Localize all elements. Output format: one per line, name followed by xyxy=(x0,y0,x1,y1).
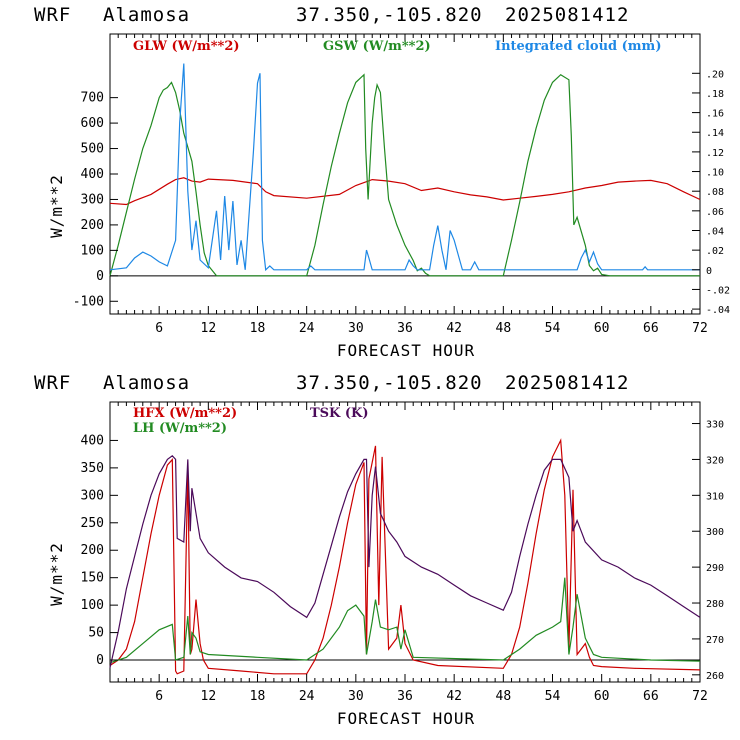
c1-y2tick-label: -.02 xyxy=(706,285,730,296)
c1-y2tick-label: .06 xyxy=(706,207,724,218)
c2-ytick-label: 300 xyxy=(81,488,104,503)
c1-y2tick-label: .02 xyxy=(706,246,724,257)
c1-y2tick-label: .10 xyxy=(706,168,724,179)
chart1-plot-frame xyxy=(109,33,701,315)
c1-ytick-label: 400 xyxy=(81,167,104,182)
c2-y2tick-label: 330 xyxy=(706,420,724,431)
chart2-title: WRF Alamosa 37.350,-105.820 2025081412 xyxy=(0,368,740,398)
c1-ytick-label: 600 xyxy=(81,116,104,131)
chart1-model: WRF xyxy=(34,4,72,26)
c2-ytick-label: 250 xyxy=(81,516,104,531)
chart1-xlabel: FORECAST HOUR xyxy=(337,341,475,360)
c2-series-1-line xyxy=(109,577,701,664)
c2-xtick-label: 24 xyxy=(299,689,315,704)
c1-xtick-label: 36 xyxy=(397,321,413,336)
c1-y2tick-label: .14 xyxy=(706,128,724,139)
chart1-title: WRF Alamosa 37.350,-105.820 2025081412 xyxy=(0,0,740,30)
c2-y2tick-label: 320 xyxy=(706,455,724,466)
c1-xtick-label: 42 xyxy=(446,321,462,336)
c1-y2tick-label: .04 xyxy=(706,226,724,237)
c2-xtick-label: 54 xyxy=(545,689,561,704)
chart1-ylabel: W/m**2 xyxy=(47,174,66,238)
chart1-run: 2025081412 xyxy=(505,4,630,26)
c1-series-1-line xyxy=(109,73,700,277)
chart2-site: Alamosa xyxy=(103,372,191,394)
c1-xtick-label: 12 xyxy=(201,321,217,336)
c1-xtick-label: 6 xyxy=(155,321,163,336)
c2-y2tick-label: 270 xyxy=(706,635,724,646)
c2-xtick-label: 12 xyxy=(201,689,217,704)
c1-ytick-label: 100 xyxy=(81,243,104,258)
chart2-model: WRF xyxy=(34,372,72,394)
c1-y2tick-label: 0 xyxy=(706,266,712,277)
c2-y2tick-label: 260 xyxy=(706,671,724,682)
c2-ytick-label: 350 xyxy=(81,461,104,476)
c1-xtick-label: 48 xyxy=(496,321,512,336)
c2-ytick-label: 200 xyxy=(81,543,104,558)
c2-ytick-label: 150 xyxy=(81,571,104,586)
chart1-legend-glw: GLW (W/m**2) xyxy=(133,39,240,54)
chart2-xlabel: FORECAST HOUR xyxy=(337,709,475,728)
c1-xtick-label: 18 xyxy=(250,321,266,336)
chart1-coords: 37.350,-105.820 xyxy=(296,4,483,26)
c1-xtick-label: 60 xyxy=(594,321,610,336)
c1-series-2-line xyxy=(109,63,700,272)
c1-ytick-label: 500 xyxy=(81,142,104,157)
c2-ytick-label: 50 xyxy=(88,626,104,641)
c2-y2tick-label: 290 xyxy=(706,563,724,574)
c1-y2tick-label: .16 xyxy=(706,109,724,120)
chart2-legend-lh: LH (W/m**2) xyxy=(133,421,227,436)
c1-xtick-label: 24 xyxy=(299,321,315,336)
chart2-ylabel: W/m**2 xyxy=(47,542,66,606)
chart2-svg: 6 12 18 24 30 36 42 48 54 60 66 72 0 50 100 150 200 250 3… xyxy=(47,401,724,728)
c2-xtick-label: 60 xyxy=(594,689,610,704)
c2-ytick-label: 100 xyxy=(81,598,104,613)
c2-series-2-line xyxy=(109,454,701,668)
chart2-coords: 37.350,-105.820 xyxy=(296,372,483,394)
c1-y2tick-label: .12 xyxy=(706,148,724,159)
c2-ytick-label: 0 xyxy=(96,653,104,668)
chart2-legend-hfx: HFX (W/m**2) xyxy=(133,406,237,421)
c2-y2tick-label: 300 xyxy=(706,527,724,538)
c1-series-0-line xyxy=(109,177,701,206)
chart2-run: 2025081412 xyxy=(505,372,630,394)
chart1-site: Alamosa xyxy=(103,4,191,26)
c1-y2tick-label: .08 xyxy=(706,187,724,198)
c2-xtick-label: 42 xyxy=(446,689,462,704)
c1-xtick-label: 54 xyxy=(545,321,561,336)
c2-xtick-label: 30 xyxy=(348,689,364,704)
c2-xtick-label: 66 xyxy=(643,689,659,704)
chart1-legend-cloud: Integrated cloud (mm) xyxy=(495,39,661,54)
chart2-legend-tsk: TSK (K) xyxy=(310,406,369,421)
c1-ytick-label: 0 xyxy=(96,269,104,284)
c1-xtick-label: 30 xyxy=(348,321,364,336)
c1-ytick-label: 200 xyxy=(81,218,104,233)
c1-y2tick-label: .18 xyxy=(706,89,724,100)
c1-ytick-label: 700 xyxy=(81,91,104,106)
c1-ytick-label: 300 xyxy=(81,192,104,207)
chart1-legend-gsw: GSW (W/m**2) xyxy=(323,39,431,54)
c2-series-0-line xyxy=(109,438,701,675)
c1-xtick-label: 72 xyxy=(692,321,708,336)
c2-xtick-label: 36 xyxy=(397,689,413,704)
c2-xtick-label: 18 xyxy=(250,689,266,704)
c2-xtick-label: 6 xyxy=(155,689,163,704)
c2-y2tick-label: 280 xyxy=(706,599,724,610)
c1-y2tick-label: -.04 xyxy=(706,305,730,316)
c1-y2tick-label: .20 xyxy=(706,69,724,80)
c2-xtick-label: 72 xyxy=(692,689,708,704)
c1-xtick-label: 66 xyxy=(643,321,659,336)
c2-y2tick-label: 310 xyxy=(706,491,724,502)
c1-ytick-label: -100 xyxy=(73,294,104,309)
c2-ytick-label: 400 xyxy=(81,433,104,448)
c2-xtick-label: 48 xyxy=(496,689,512,704)
chart1-svg: 6 12 18 24 30 36 42 48 54 60 66 72 -100 0 100 200 300 40… xyxy=(47,33,730,360)
